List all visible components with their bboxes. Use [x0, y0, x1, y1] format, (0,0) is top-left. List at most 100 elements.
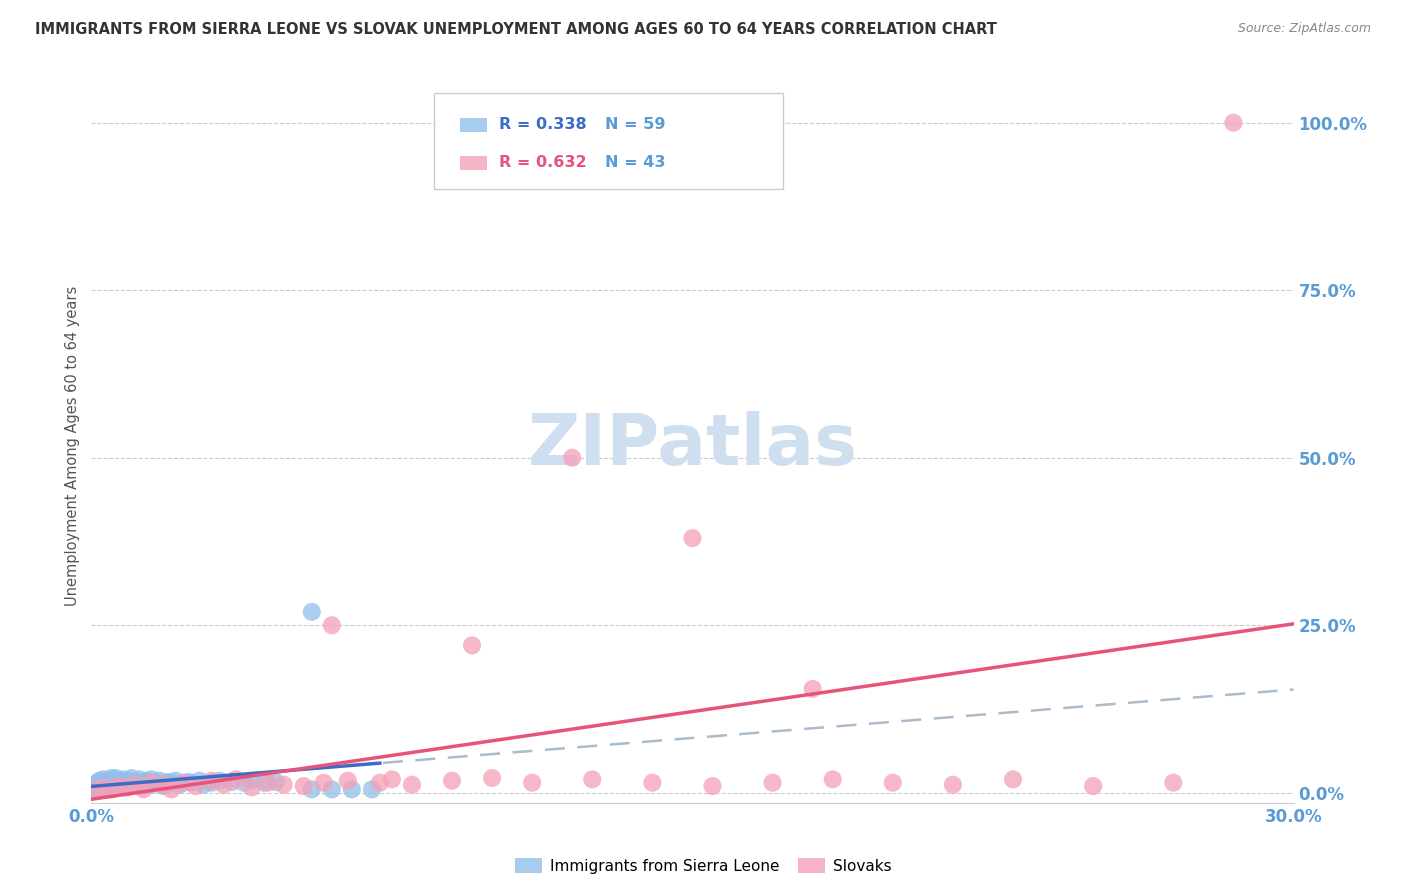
Point	[176, 775, 198, 789]
Point	[124, 778, 146, 792]
Point	[264, 775, 287, 789]
Point	[321, 782, 343, 797]
Text: ZIPatlas: ZIPatlas	[527, 411, 858, 481]
Point	[381, 772, 404, 787]
Point	[121, 778, 143, 792]
Point	[882, 775, 904, 789]
Point	[561, 450, 583, 465]
Text: IMMIGRANTS FROM SIERRA LEONE VS SLOVAK UNEMPLOYMENT AMONG AGES 60 TO 64 YEARS CO: IMMIGRANTS FROM SIERRA LEONE VS SLOVAK U…	[35, 22, 997, 37]
Point	[89, 773, 111, 788]
Point	[152, 779, 174, 793]
Point	[145, 775, 167, 789]
Point	[225, 772, 247, 787]
Point	[128, 779, 150, 793]
Point	[180, 775, 202, 789]
Point	[148, 773, 170, 788]
Legend: Immigrants from Sierra Leone, Slovaks: Immigrants from Sierra Leone, Slovaks	[509, 852, 897, 880]
Point	[84, 780, 107, 795]
Point	[96, 773, 118, 788]
Point	[193, 778, 215, 792]
Point	[681, 531, 703, 545]
Point	[762, 775, 785, 789]
Point	[401, 778, 423, 792]
Text: Source: ZipAtlas.com: Source: ZipAtlas.com	[1237, 22, 1371, 36]
Point	[141, 772, 163, 787]
Point	[321, 618, 343, 632]
Point	[96, 778, 118, 792]
Point	[240, 773, 263, 788]
Text: R = 0.338: R = 0.338	[499, 117, 586, 132]
Point	[132, 782, 155, 797]
Point	[581, 772, 603, 787]
FancyBboxPatch shape	[460, 119, 486, 132]
Point	[368, 775, 391, 789]
Point	[292, 779, 315, 793]
Point	[301, 605, 323, 619]
FancyBboxPatch shape	[434, 93, 783, 189]
Point	[641, 775, 664, 789]
Point	[100, 771, 122, 785]
Point	[89, 782, 111, 797]
Point	[253, 775, 276, 789]
Point	[184, 779, 207, 793]
Point	[112, 780, 135, 795]
Point	[160, 782, 183, 797]
Point	[201, 775, 224, 789]
Point	[132, 775, 155, 789]
Point	[124, 775, 146, 789]
Point	[86, 775, 108, 789]
Point	[942, 778, 965, 792]
Point	[312, 775, 335, 789]
Point	[104, 775, 127, 789]
Point	[188, 773, 211, 788]
Point	[108, 773, 131, 788]
Point	[100, 775, 122, 789]
Point	[128, 772, 150, 787]
Point	[1001, 772, 1024, 787]
Point	[96, 782, 118, 797]
Point	[160, 775, 183, 789]
Point	[240, 780, 263, 795]
Point	[169, 778, 191, 792]
Point	[117, 780, 139, 795]
Point	[201, 773, 224, 788]
Point	[1083, 779, 1105, 793]
Point	[165, 773, 187, 788]
Point	[340, 782, 363, 797]
Text: R = 0.632: R = 0.632	[499, 155, 586, 169]
Text: N = 59: N = 59	[605, 117, 665, 132]
Point	[360, 782, 382, 797]
FancyBboxPatch shape	[460, 156, 486, 170]
Point	[152, 778, 174, 792]
Point	[1222, 116, 1244, 130]
Point	[89, 779, 111, 793]
Point	[440, 773, 463, 788]
Point	[100, 782, 122, 797]
Text: N = 43: N = 43	[605, 155, 665, 169]
Point	[84, 782, 107, 797]
Point	[336, 773, 359, 788]
Point	[141, 775, 163, 789]
Point	[117, 779, 139, 793]
Point	[136, 773, 159, 788]
Point	[212, 778, 235, 792]
Point	[86, 782, 108, 797]
Y-axis label: Unemployment Among Ages 60 to 64 years: Unemployment Among Ages 60 to 64 years	[65, 285, 80, 607]
Point	[801, 681, 824, 696]
Point	[208, 773, 231, 788]
Point	[1163, 775, 1185, 789]
Point	[93, 772, 115, 787]
Point	[232, 775, 254, 789]
Point	[141, 778, 163, 792]
Point	[221, 775, 243, 789]
Point	[702, 779, 724, 793]
Point	[93, 775, 115, 789]
Point	[256, 775, 278, 789]
Point	[93, 780, 115, 795]
Point	[104, 771, 127, 785]
Point	[173, 775, 195, 789]
Point	[84, 778, 107, 792]
Point	[273, 778, 295, 792]
Point	[301, 782, 323, 797]
Point	[481, 771, 503, 785]
